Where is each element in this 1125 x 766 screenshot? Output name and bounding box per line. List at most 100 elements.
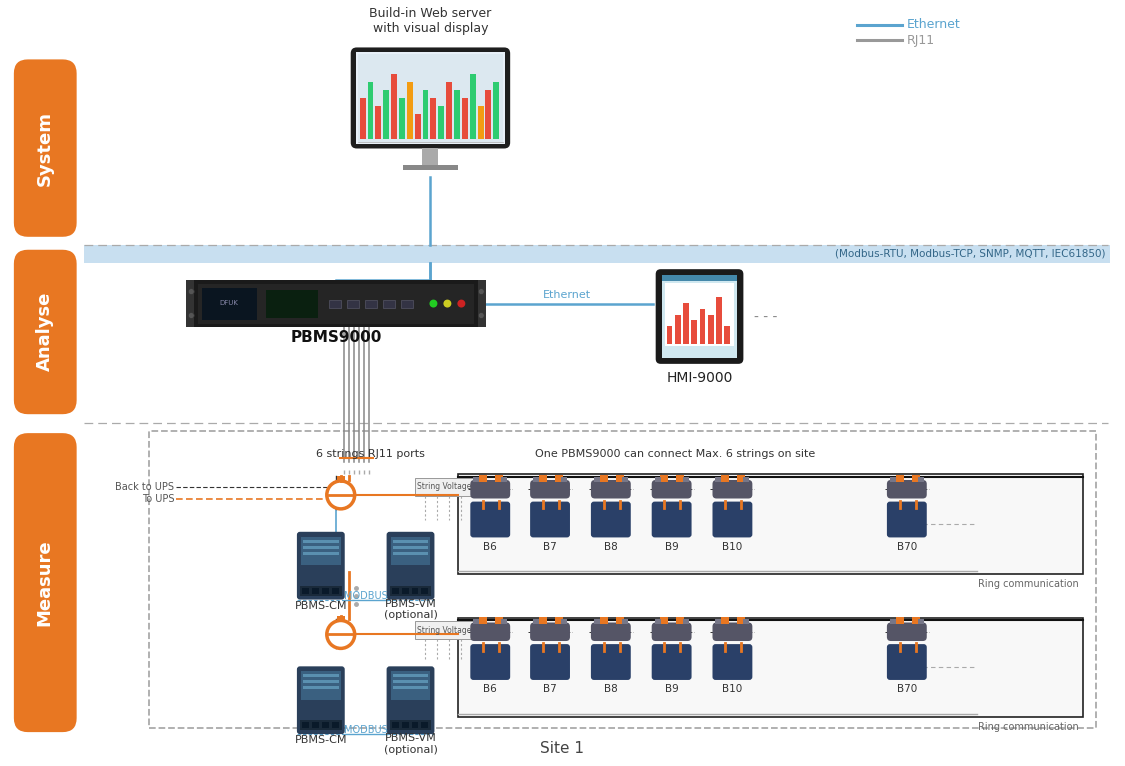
Bar (479, 617, 487, 624)
Bar (458, 617, 1083, 717)
Bar (665, 283, 735, 346)
Bar (918, 620, 924, 624)
Bar (462, 98, 468, 139)
FancyBboxPatch shape (14, 60, 76, 237)
FancyBboxPatch shape (712, 502, 753, 538)
Bar (393, 540, 429, 543)
Text: PBMS9000: PBMS9000 (290, 330, 382, 345)
Circle shape (478, 313, 484, 319)
Bar (393, 686, 429, 689)
Bar (539, 475, 547, 482)
Bar (303, 545, 339, 548)
Bar (896, 617, 903, 624)
Bar (555, 475, 562, 482)
Text: HMI-9000: HMI-9000 (666, 371, 732, 385)
Bar (407, 82, 413, 139)
Bar (439, 106, 444, 139)
Bar (890, 477, 896, 482)
Bar (708, 315, 713, 344)
Bar (911, 617, 919, 624)
Text: One PBMS9000 can connect Max. 6 strings on site: One PBMS9000 can connect Max. 6 strings … (536, 449, 816, 459)
Text: B7: B7 (543, 542, 557, 552)
Bar (399, 98, 405, 139)
Bar (502, 620, 507, 624)
Text: B7: B7 (543, 684, 557, 694)
Bar (389, 720, 432, 730)
FancyBboxPatch shape (470, 480, 510, 499)
Bar (479, 475, 487, 482)
Text: RJ11: RJ11 (907, 34, 935, 47)
Bar (655, 477, 660, 482)
Bar (412, 588, 418, 594)
Text: Ethernet: Ethernet (543, 290, 591, 300)
Text: PBMS-VM
(optional): PBMS-VM (optional) (384, 599, 438, 620)
Bar (533, 477, 539, 482)
FancyBboxPatch shape (712, 480, 753, 499)
Circle shape (188, 313, 195, 319)
Bar (683, 303, 688, 344)
FancyBboxPatch shape (351, 47, 510, 149)
FancyBboxPatch shape (297, 532, 344, 600)
Bar (300, 537, 341, 565)
Bar (392, 722, 398, 728)
Bar (302, 588, 309, 594)
Bar (400, 300, 413, 308)
Text: MODBUS: MODBUS (344, 591, 387, 601)
Text: Measure: Measure (36, 539, 54, 626)
FancyBboxPatch shape (656, 269, 744, 364)
Bar (622, 477, 628, 482)
Bar (692, 320, 698, 344)
Bar (896, 475, 903, 482)
Bar (615, 475, 623, 482)
Bar (403, 165, 458, 170)
Text: B9: B9 (665, 542, 678, 552)
Text: B8: B8 (604, 684, 618, 694)
Text: B10: B10 (722, 542, 742, 552)
Bar (683, 477, 688, 482)
Bar (328, 300, 341, 308)
Text: B8: B8 (604, 542, 618, 552)
Bar (716, 620, 721, 624)
Text: MODBUS: MODBUS (344, 725, 387, 735)
FancyBboxPatch shape (14, 250, 76, 414)
Bar (478, 280, 486, 328)
Bar (195, 280, 478, 328)
Bar (662, 275, 737, 358)
Bar (187, 280, 195, 328)
Bar (890, 620, 896, 624)
Bar (382, 300, 395, 308)
Bar (393, 552, 429, 555)
Bar (660, 475, 668, 482)
Bar (390, 537, 431, 565)
Bar (911, 475, 919, 482)
Bar (336, 616, 344, 620)
Bar (332, 722, 339, 728)
Bar (150, 431, 1096, 728)
FancyBboxPatch shape (712, 623, 753, 641)
FancyBboxPatch shape (470, 644, 510, 680)
FancyBboxPatch shape (886, 644, 927, 680)
Bar (412, 722, 418, 728)
FancyBboxPatch shape (712, 644, 753, 680)
Bar (302, 722, 309, 728)
Text: PBMS-CM: PBMS-CM (295, 735, 348, 745)
Bar (721, 475, 729, 482)
FancyBboxPatch shape (886, 480, 927, 499)
FancyBboxPatch shape (886, 623, 927, 641)
Circle shape (458, 300, 466, 308)
Bar (384, 90, 389, 139)
Bar (737, 475, 745, 482)
Bar (655, 620, 660, 624)
Text: PBMS-CM: PBMS-CM (295, 601, 348, 611)
Bar (918, 477, 924, 482)
Bar (494, 82, 500, 139)
Bar (474, 620, 479, 624)
Bar (393, 545, 429, 548)
Text: Back to UPS: Back to UPS (116, 482, 174, 492)
Bar (716, 477, 721, 482)
Bar (600, 617, 608, 624)
Bar (392, 74, 397, 139)
Bar (303, 686, 339, 689)
Bar (737, 617, 745, 624)
Bar (198, 283, 475, 323)
